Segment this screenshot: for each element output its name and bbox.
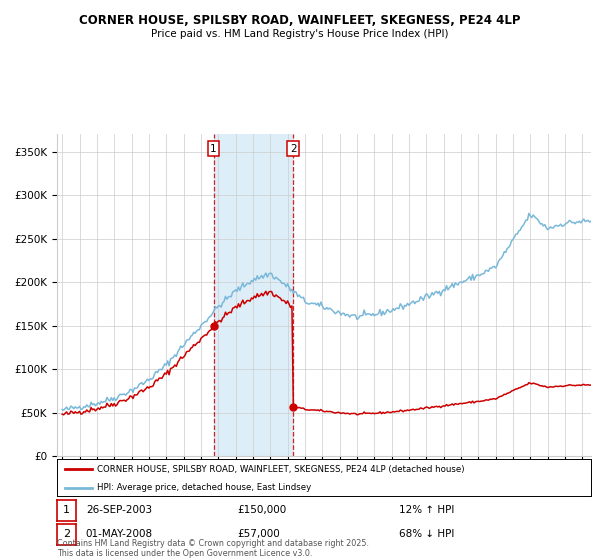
Text: £150,000: £150,000: [237, 505, 286, 515]
Text: Price paid vs. HM Land Registry's House Price Index (HPI): Price paid vs. HM Land Registry's House …: [151, 29, 449, 39]
Text: 1: 1: [210, 144, 217, 154]
Text: 2: 2: [290, 144, 296, 154]
Text: 68% ↓ HPI: 68% ↓ HPI: [399, 529, 454, 539]
Bar: [214, 134, 293, 456]
Text: 12% ↑ HPI: 12% ↑ HPI: [399, 505, 454, 515]
Text: 1: 1: [63, 505, 70, 515]
Text: 01-MAY-2008: 01-MAY-2008: [86, 529, 153, 539]
Text: HPI: Average price, detached house, East Lindsey: HPI: Average price, detached house, East…: [97, 483, 311, 492]
Text: 2: 2: [63, 529, 70, 539]
Text: £57,000: £57,000: [237, 529, 280, 539]
Text: CORNER HOUSE, SPILSBY ROAD, WAINFLEET, SKEGNESS, PE24 4LP: CORNER HOUSE, SPILSBY ROAD, WAINFLEET, S…: [79, 14, 521, 27]
Text: CORNER HOUSE, SPILSBY ROAD, WAINFLEET, SKEGNESS, PE24 4LP (detached house): CORNER HOUSE, SPILSBY ROAD, WAINFLEET, S…: [97, 465, 464, 474]
Text: Contains HM Land Registry data © Crown copyright and database right 2025.
This d: Contains HM Land Registry data © Crown c…: [57, 539, 369, 558]
Text: 26-SEP-2003: 26-SEP-2003: [86, 505, 152, 515]
